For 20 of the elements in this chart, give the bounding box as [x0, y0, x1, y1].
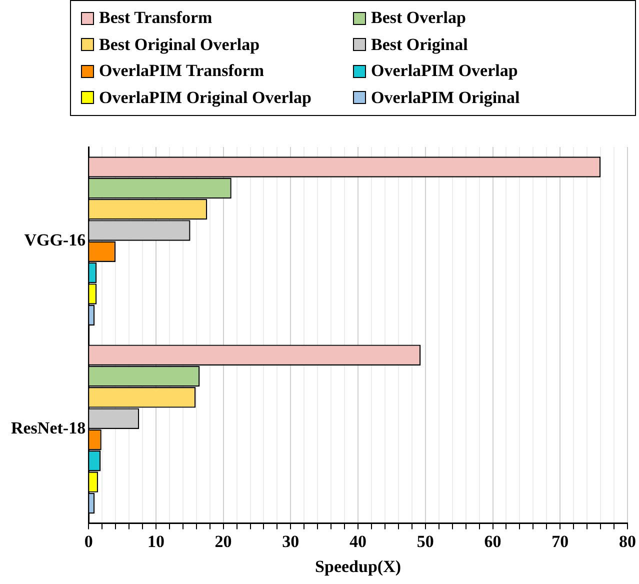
y-tick-label: ResNet-18: [10, 418, 86, 438]
x-tick-label: 20: [214, 532, 232, 551]
x-tick-label: 10: [147, 532, 164, 551]
legend-label: Best Overlap: [371, 8, 466, 28]
x-tick-label: 70: [552, 532, 569, 551]
legend-label: OverlaPIM Overlap: [371, 61, 518, 82]
y-tick-label: VGG-16: [24, 230, 86, 250]
x-tick-label: 30: [282, 532, 300, 551]
legend-label: OverlaPIM Original: [371, 88, 520, 108]
x-tick-label: 40: [350, 532, 367, 551]
x-tick-label: 80: [619, 532, 636, 551]
legend-label: Best Original: [371, 34, 468, 55]
legend-label: OverlaPIM Transform: [99, 61, 264, 82]
x-tick-label: 50: [416, 532, 434, 551]
x-axis-title: Speedup(X): [315, 557, 402, 576]
x-tick-label: 0: [84, 532, 93, 551]
legend-label: OverlaPIM Original Overlap: [99, 88, 312, 108]
legend-label: Best Original Overlap: [99, 34, 260, 55]
x-tick-label: 60: [484, 532, 502, 551]
legend-label: Best Transform: [99, 8, 212, 28]
